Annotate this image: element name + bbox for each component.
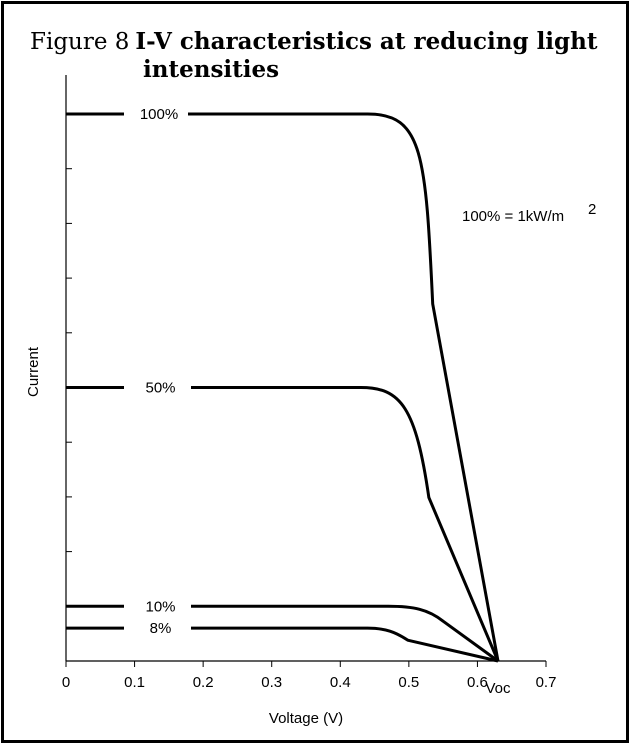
curve-label: 50%	[145, 380, 175, 397]
x-tick-label: 0.1	[124, 674, 145, 691]
figure-title: Figure 8 I-V characteristics at reducing …	[30, 28, 600, 83]
figure-label: Figure 8	[30, 29, 130, 55]
x-tick-label: 0.6	[467, 674, 488, 691]
irradiance-superscript: 2	[588, 201, 596, 218]
axes	[65, 75, 547, 667]
x-tick-label: 0	[62, 674, 70, 691]
x-tick-label: 0.3	[261, 674, 282, 691]
voc-label: Voc	[485, 680, 511, 697]
title-line-2: intensities	[143, 56, 280, 83]
title-line-1: I-V characteristics at reducing light	[135, 28, 598, 55]
irradiance-note: 100% = 1kW/m	[462, 208, 564, 225]
curve-label: 8%	[150, 620, 172, 637]
x-tick-label: 0.2	[193, 674, 214, 691]
x-tick-label: 0.5	[398, 674, 419, 691]
curve-8pct	[66, 626, 499, 663]
x-tick-label: 0.7	[536, 674, 557, 691]
curve-50pct	[66, 386, 500, 662]
labels: 0 0.1 0.2 0.3 0.4 0.5 0.6 0.7 Voltage (V) Current…	[25, 106, 596, 727]
curves	[66, 112, 500, 663]
curve-10pct	[66, 604, 499, 663]
curve-100pct	[66, 112, 500, 662]
curve-label: 100%	[140, 106, 178, 123]
x-tick-label: 0.4	[330, 674, 351, 691]
y-axis-label: Current	[25, 346, 42, 397]
x-axis-label: Voltage (V)	[269, 710, 343, 727]
curve-label: 10%	[145, 598, 175, 615]
